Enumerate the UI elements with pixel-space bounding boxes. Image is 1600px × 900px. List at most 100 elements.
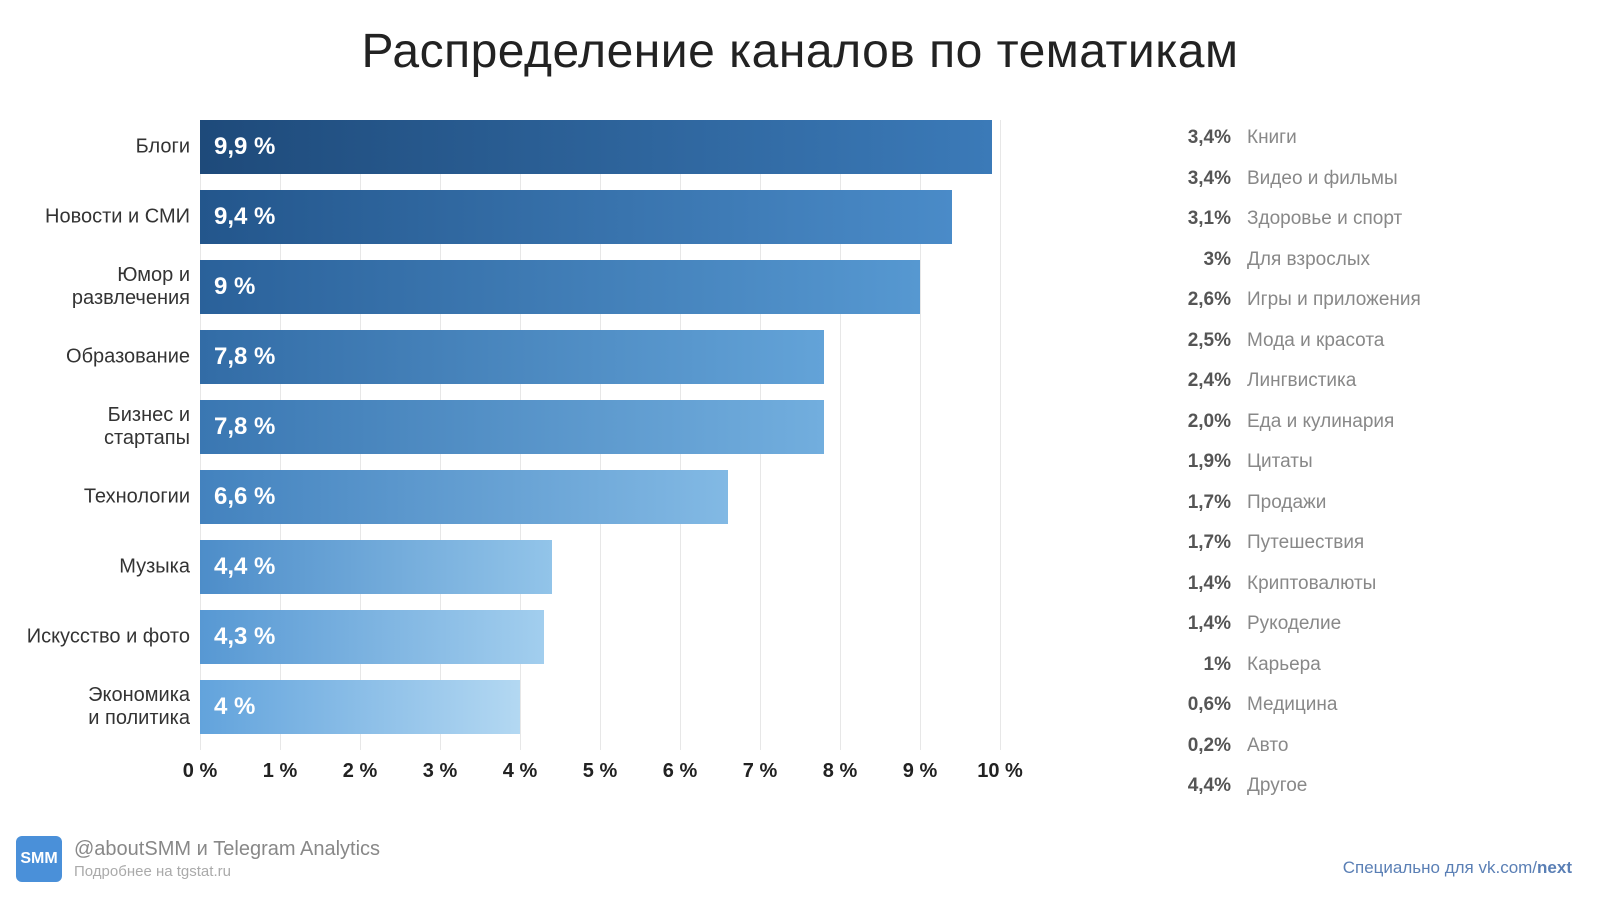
legend-item: 1,7%Продажи [1160,483,1600,524]
chart-x-axis: 0 %1 %2 %3 %4 %5 %6 %7 %8 %9 %10 % [200,760,1020,790]
legend-label: Здоровье и спорт [1235,208,1402,230]
x-tick-label: 6 % [663,760,697,783]
legend-label: Криптовалюты [1235,573,1376,595]
legend-label: Продажи [1235,492,1326,514]
legend-label: Лингвистика [1235,370,1356,392]
credit-prefix: Специально для vk.com/ [1343,858,1537,877]
legend-percent: 1,7% [1160,492,1235,514]
bar-row: Бизнес истартапы 7,8 % [0,400,1000,454]
chart-area: Блоги 9,9 % Новости и СМИ 9,4 % Юмор иразвле… [0,100,1120,800]
legend-item: 1%Карьера [1160,645,1600,686]
bar-category-label: Бизнес истартапы [0,404,190,450]
legend-label: Цитаты [1235,451,1313,473]
footer-text: @aboutSMM и Telegram Analytics Подробнее… [74,836,380,882]
bar-value-label: 4,3 % [214,623,275,651]
bar-value-label: 6,6 % [214,483,275,511]
legend-label: Игры и приложения [1235,289,1421,311]
legend-percent: 3,4% [1160,168,1235,190]
legend-item: 1,9%Цитаты [1160,442,1600,483]
legend-item: 2,0%Еда и кулинария [1160,402,1600,443]
legend-label: Авто [1235,735,1288,757]
x-tick-label: 3 % [423,760,457,783]
bar [200,330,824,384]
legend-item: 2,5%Мода и красота [1160,321,1600,362]
legend-item: 0,6%Медицина [1160,685,1600,726]
legend-percent: 2,4% [1160,370,1235,392]
legend-label: Еда и кулинария [1235,411,1394,433]
bar-value-label: 7,8 % [214,413,275,441]
x-tick-label: 2 % [343,760,377,783]
bar-category-label: Технологии [0,486,190,509]
bar-value-label: 9 % [214,273,255,301]
legend-list: 3,4%Книги3,4%Видео и фильмы3,1%Здоровье … [1120,100,1600,800]
footer-main: @aboutSMM и Telegram Analytics [74,836,380,862]
legend-item: 3,1%Здоровье и спорт [1160,199,1600,240]
bar-value-label: 9,9 % [214,133,275,161]
legend-percent: 4,4% [1160,775,1235,797]
legend-item: 3,4%Книги [1160,118,1600,159]
legend-label: Для взрослых [1235,249,1370,271]
bar-row: Технологии 6,6 % [0,470,1000,524]
legend-item: 2,6%Игры и приложения [1160,280,1600,321]
bar [200,470,728,524]
bar-value-label: 4 % [214,693,255,721]
legend-label: Книги [1235,127,1297,149]
legend-label: Медицина [1235,694,1337,716]
credit-line: Специально для vk.com/next [1343,858,1572,878]
legend-item: 1,4%Криптовалюты [1160,564,1600,605]
bar-row: Образование 7,8 % [0,330,1000,384]
chart-bars: Блоги 9,9 % Новости и СМИ 9,4 % Юмор иразвле… [0,120,1000,750]
legend-percent: 2,6% [1160,289,1235,311]
bar-category-label: Экономикаи политика [0,684,190,730]
legend-label: Карьера [1235,654,1321,676]
legend-percent: 3,4% [1160,127,1235,149]
bar [200,120,992,174]
bar-category-label: Искусство и фото [0,626,190,649]
legend-label: Видео и фильмы [1235,168,1398,190]
legend-label: Путешествия [1235,532,1364,554]
bar-row: Искусство и фото 4,3 % [0,610,1000,664]
credit-bold: next [1537,858,1572,877]
bar [200,400,824,454]
bar-category-label: Новости и СМИ [0,206,190,229]
legend-percent: 1,4% [1160,613,1235,635]
content: Блоги 9,9 % Новости и СМИ 9,4 % Юмор иразвле… [0,100,1600,800]
legend-label: Мода и красота [1235,330,1384,352]
bar-row: Музыка 4,4 % [0,540,1000,594]
legend-percent: 1,4% [1160,573,1235,595]
legend-percent: 0,2% [1160,735,1235,757]
legend-percent: 3,1% [1160,208,1235,230]
bar-category-label: Образование [0,346,190,369]
legend-item: 3,4%Видео и фильмы [1160,159,1600,200]
bar-value-label: 9,4 % [214,203,275,231]
legend-percent: 1,7% [1160,532,1235,554]
x-tick-label: 0 % [183,760,217,783]
x-tick-label: 9 % [903,760,937,783]
legend-item: 1,4%Рукоделие [1160,604,1600,645]
smm-badge-icon: SMM [16,836,62,882]
legend-item: 0,2%Авто [1160,726,1600,767]
legend-item: 4,4%Другое [1160,766,1600,807]
chart-title: Распределение каналов по тематикам [0,0,1600,79]
legend-item: 1,7%Путешествия [1160,523,1600,564]
legend-item: 3%Для взрослых [1160,240,1600,281]
bar-value-label: 7,8 % [214,343,275,371]
bar-category-label: Блоги [0,136,190,159]
legend-item: 2,4%Лингвистика [1160,361,1600,402]
legend-percent: 2,5% [1160,330,1235,352]
legend-percent: 1,9% [1160,451,1235,473]
bar-value-label: 4,4 % [214,553,275,581]
bar-category-label: Юмор иразвлечения [0,264,190,310]
page: Распределение каналов по тематикам Блоги… [0,0,1600,900]
legend-label: Другое [1235,775,1307,797]
bar-row: Блоги 9,9 % [0,120,1000,174]
bar-row: Новости и СМИ 9,4 % [0,190,1000,244]
x-tick-label: 1 % [263,760,297,783]
bar [200,190,952,244]
x-tick-label: 8 % [823,760,857,783]
x-tick-label: 4 % [503,760,537,783]
bar-category-label: Музыка [0,556,190,579]
x-tick-label: 7 % [743,760,777,783]
bar-row: Юмор иразвлечения 9 % [0,260,1000,314]
legend-percent: 3% [1160,249,1235,271]
